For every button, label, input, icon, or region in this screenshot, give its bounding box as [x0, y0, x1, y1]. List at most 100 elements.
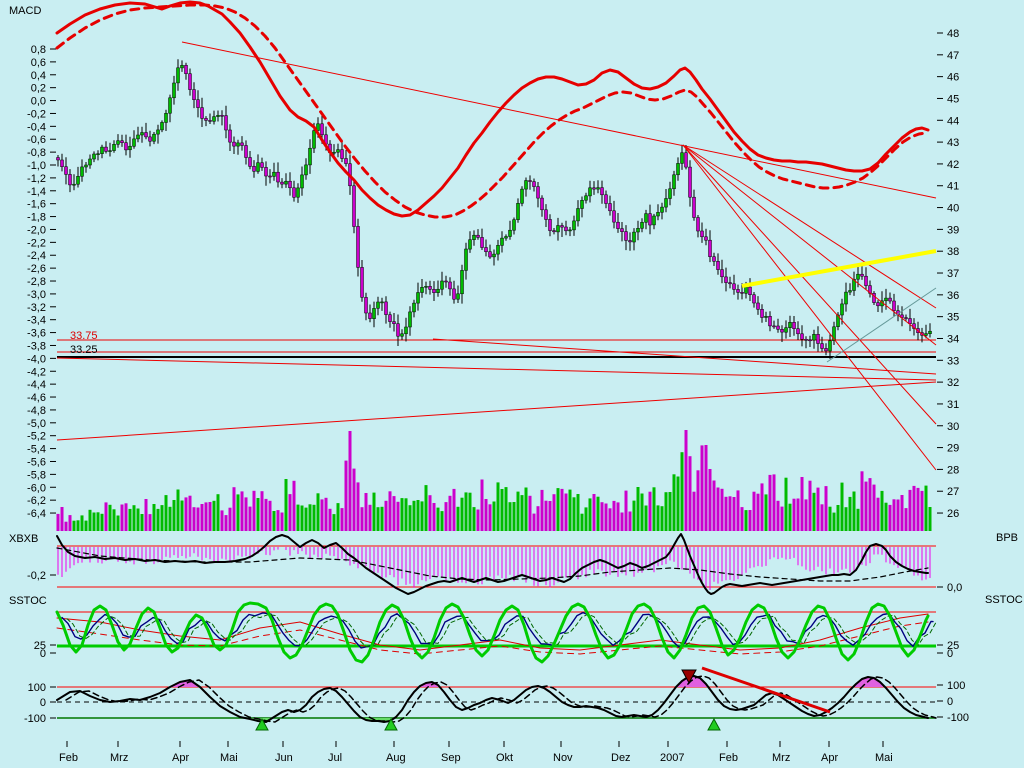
oscillator-red-trendline — [701, 666, 831, 714]
buy-signal-triangle-icon — [707, 717, 721, 731]
price-axis-tick-label: 44 — [947, 115, 959, 127]
macd-axis-tick-label: -3,6 — [27, 328, 46, 340]
macd-axis-tick-label: -4,6 — [27, 392, 46, 404]
lower-axis-tick-label: -100 — [24, 713, 46, 725]
macd-axis-tick-label: -3,4 — [27, 315, 46, 327]
price-axis-tick-label: 28 — [947, 464, 959, 476]
macd-axis-tick-label: 0,2 — [31, 83, 46, 95]
month-axis-label: Dez — [611, 752, 631, 764]
buy-signal-triangle-icon — [384, 717, 398, 731]
price-axis-tick-label: 42 — [947, 159, 959, 171]
month-axis-label: Mai — [220, 752, 238, 764]
support-level-33-75-label: 33.75 — [70, 330, 98, 342]
macd-axis-tick-label: -3,0 — [27, 289, 46, 301]
lower-axis-tick-label: 100 — [947, 680, 965, 692]
price-axis-tick-label: 39 — [947, 224, 959, 236]
macd-axis-tick-label: -2,6 — [27, 263, 46, 275]
month-axis-label: Apr — [821, 752, 838, 764]
macd-axis-tick-label: -4,0 — [27, 353, 46, 365]
macd-axis-tick-label: -2,8 — [27, 276, 46, 288]
price-axis-tick-label: 47 — [947, 50, 959, 62]
macd-axis-tick-label: -6,2 — [27, 495, 46, 507]
price-axis-tick-label: 36 — [947, 290, 959, 302]
price-axis-tick-label: 48 — [947, 28, 959, 40]
macd-axis-tick-label: -6,4 — [27, 508, 46, 520]
macd-axis-tick-label: -3,2 — [27, 302, 46, 314]
volume-series — [56, 430, 932, 531]
lower-axis-tick-label: -100 — [947, 712, 969, 724]
month-axis-label: Aug — [386, 752, 406, 764]
sstoc-ma-line — [56, 613, 929, 651]
bpb-panel-label: BPB — [996, 532, 1019, 544]
sstoc-left-panel-label: SSTOC — [9, 595, 47, 607]
month-axis-label: Okt — [496, 752, 513, 764]
lower-axis-tick-label: 100 — [28, 682, 46, 694]
xbxb-signal-line — [56, 547, 929, 582]
price-axis-tick-label: 35 — [947, 312, 959, 324]
macd-axis-tick-label: -5,0 — [27, 418, 46, 430]
macd-axis-tick-label: -1,4 — [27, 186, 46, 198]
month-axis-label: Feb — [59, 752, 78, 764]
price-axis-tick-label: 40 — [947, 203, 959, 215]
lower-axis-tick-label: 0 — [947, 696, 953, 708]
red-trendline — [432, 338, 937, 375]
macd-axis-tick-label: -4,2 — [27, 366, 46, 378]
price-axis-tick-label: 31 — [947, 399, 959, 411]
macd-axis-tick-label: 0,6 — [31, 57, 46, 69]
price-axis-tick-label: 38 — [947, 246, 959, 258]
yellow-trendline — [741, 249, 937, 288]
macd-axis-tick-label: -5,6 — [27, 456, 46, 468]
macd-axis-tick-label: -4,8 — [27, 405, 46, 417]
price-axis-tick-label: 32 — [947, 377, 959, 389]
month-axis-label: Nov — [553, 752, 573, 764]
macd-axis-tick-label: -6,0 — [27, 482, 46, 494]
macd-axis-tick-label: -3,8 — [27, 340, 46, 352]
sstoc-dashed-line — [66, 613, 937, 648]
month-axis-label: Feb — [719, 752, 738, 764]
price-axis-tick-label: 26 — [947, 508, 959, 520]
month-axis-label: 2007 — [660, 752, 684, 764]
macd-axis-tick-label: -0,4 — [27, 121, 46, 133]
macd-axis-tick-label: -1,8 — [27, 212, 46, 224]
price-axis-tick-label: 46 — [947, 72, 959, 84]
macd-axis-tick-label: -1,0 — [27, 160, 46, 172]
price-axis-tick-label: 29 — [947, 443, 959, 455]
macd-signal-line — [55, 3, 930, 219]
month-axis-label: Mrz — [772, 752, 790, 764]
lower-axis-tick-label: 0 — [40, 697, 46, 709]
month-axis-label: Sep — [441, 752, 461, 764]
month-axis-label: Mrz — [110, 752, 128, 764]
red-trendline — [682, 144, 937, 309]
red-trendline — [682, 144, 937, 471]
xbxb-panel-label: XBXB — [9, 533, 39, 545]
price-axis-tick-label: 43 — [947, 137, 959, 149]
teal-trendline — [826, 287, 937, 363]
price-axis-tick-label: 41 — [947, 181, 959, 193]
month-axis-label: Jul — [328, 752, 342, 764]
macd-axis-tick-label: -4,4 — [27, 379, 46, 391]
sell-signal-triangle-icon — [681, 669, 697, 685]
macd-panel-label: MACD — [9, 5, 42, 17]
support-level-33-25-label: 33.25 — [70, 344, 98, 356]
price-axis-tick-label: 33 — [947, 355, 959, 367]
macd-axis-tick-label: -1,2 — [27, 173, 46, 185]
price-axis-tick-label: 45 — [947, 93, 959, 105]
macd-axis-tick-label: -2,0 — [27, 224, 46, 236]
macd-axis-tick-label: -2,4 — [27, 250, 46, 262]
macd-axis-tick-label: 0,4 — [31, 70, 46, 82]
macd-line — [55, 0, 930, 218]
candle-wicks — [57, 59, 931, 359]
macd-axis-tick-label: 0,0 — [31, 96, 46, 108]
macd-axis-tick-label: -0,2 — [27, 108, 46, 120]
red-trendline — [56, 357, 937, 381]
lower-axis-tick-label: 0 — [40, 648, 46, 660]
sstoc-fast-line — [55, 601, 930, 664]
price-axis-tick-label: 27 — [947, 486, 959, 498]
lower-axis-tick-label: 0 — [947, 648, 953, 660]
macd-axis-tick-label: 0,8 — [31, 44, 46, 56]
lower-axis-tick-label: 25 — [947, 640, 959, 652]
oscillator-line — [56, 675, 929, 723]
xbxb-line — [56, 533, 929, 595]
lower-axis-tick-label: 25 — [34, 640, 46, 652]
